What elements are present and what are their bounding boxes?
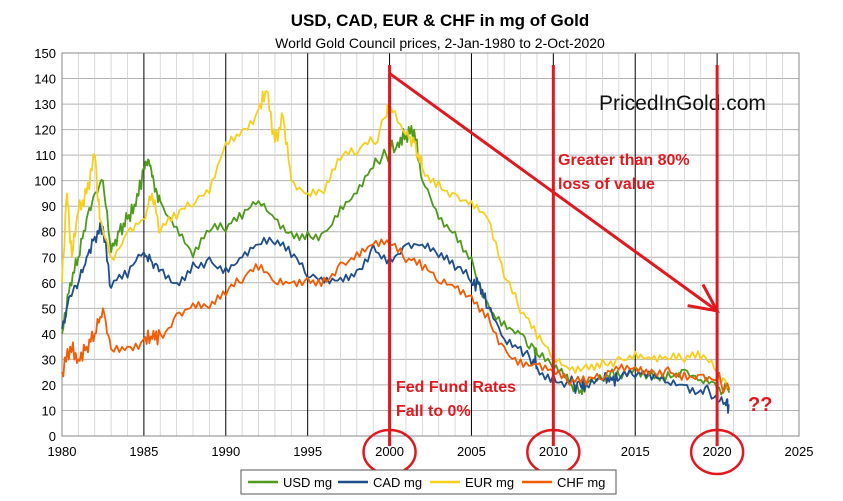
annotations (362, 65, 745, 476)
x-tick-label-1990: 1990 (211, 444, 240, 459)
y-tick-label-60: 60 (42, 276, 56, 291)
y-tick-label-130: 130 (34, 97, 56, 112)
y-tick-label-100: 100 (34, 174, 56, 189)
y-tick-label-80: 80 (42, 225, 56, 240)
x-tick-label-1995: 1995 (293, 444, 322, 459)
y-tick-label-70: 70 (42, 250, 56, 265)
y-tick-label-150: 150 (34, 46, 56, 61)
x-tick-label-2000: 2000 (375, 444, 404, 459)
y-tick-label-140: 140 (34, 72, 56, 87)
plot-area-border (61, 52, 800, 437)
legend-label-chf-mg: CHF mg (557, 475, 605, 490)
y-axis: 0 10 20 30 40 50 60 70 80 90 100 110 120 130 140 150 (34, 46, 56, 444)
y-tick-label-90: 90 (42, 199, 56, 214)
y-tick-label-10: 10 (42, 403, 56, 418)
red-arrow-shaft (388, 72, 718, 313)
x-tick-label-2025: 2025 (785, 444, 814, 459)
logo-text: PricedInGold.com (599, 92, 766, 115)
x-tick-label-1980: 1980 (48, 444, 77, 459)
y-tick-label-110: 110 (35, 148, 56, 163)
y-tick-label-50: 50 (42, 301, 56, 316)
red-arrow-head (687, 283, 720, 313)
x-tick-label-2020: 2020 (703, 444, 732, 459)
y-tick-label-40: 40 (42, 327, 56, 342)
legend: USD mg CAD mg EUR mg CHF mg (240, 469, 617, 495)
legend-label-cad-mg: CAD mg (373, 475, 422, 490)
series-group (61, 90, 731, 414)
series-line-eur-mg (61, 90, 730, 389)
chart-subtitle: World Gold Council prices, 2-Jan-1980 to… (275, 35, 605, 51)
series-line-chf-mg (61, 238, 731, 394)
arrow-label-line1: Greater than 80% (558, 152, 690, 169)
legend-label-usd-mg: USD mg (283, 475, 332, 490)
legend-label-eur-mg: EUR mg (465, 475, 514, 490)
arrow-label-line2: loss of value (558, 176, 655, 193)
fed-label-line2: Fall to 0% (396, 403, 471, 420)
question-marks: ?? (748, 394, 772, 416)
x-axis: 1980 1985 1990 1995 2000 2005 2010 2015 2020 2025 (48, 444, 814, 459)
y-tick-label-0: 0 (49, 429, 56, 444)
series-line-cad-mg (61, 221, 730, 414)
y-tick-label-20: 20 (42, 378, 56, 393)
x-tick-label-2005: 2005 (457, 444, 486, 459)
red-circle-2020 (689, 428, 745, 476)
y-tick-label-120: 120 (34, 123, 56, 138)
y-tick-label-30: 30 (42, 352, 56, 367)
x-tick-label-2015: 2015 (621, 444, 650, 459)
legend-box (240, 469, 617, 495)
x-tick-label-1985: 1985 (129, 444, 158, 459)
x-tick-label-2010: 2010 (539, 444, 568, 459)
fed-label-line1: Fed Fund Rates (396, 379, 516, 396)
series-line-usd-mg (61, 124, 731, 396)
chart-title: USD, CAD, EUR & CHF in mg of Gold (291, 11, 589, 30)
